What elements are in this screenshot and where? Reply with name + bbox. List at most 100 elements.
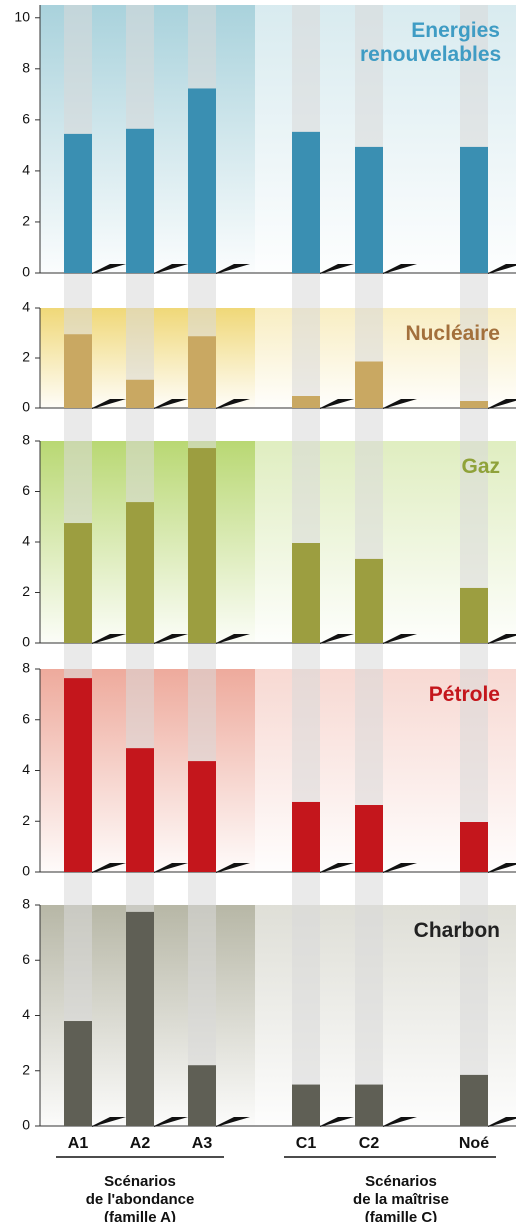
y-tick-label: 8 — [22, 660, 30, 676]
bar-shadow — [383, 634, 417, 644]
bar-shadow — [216, 634, 250, 644]
bar-shadow — [92, 399, 126, 409]
bar-shadow — [383, 399, 417, 409]
bar — [460, 1074, 488, 1126]
panel-title: Charbon — [413, 919, 500, 942]
bar-shadow — [216, 399, 250, 409]
y-tick-label: 8 — [22, 896, 30, 912]
group-label: Scénarios — [365, 1173, 437, 1190]
bar — [126, 379, 154, 408]
bar — [188, 761, 216, 872]
y-tick-label: 2 — [22, 349, 30, 365]
panel-title: Pétrole — [428, 683, 500, 706]
x-tick-label: A3 — [192, 1135, 213, 1152]
bar-shadow — [154, 264, 188, 274]
bar-shadow — [154, 863, 188, 873]
bar-shadow — [383, 264, 417, 274]
y-tick-label: 0 — [22, 399, 30, 415]
bar — [292, 1084, 320, 1126]
bar — [64, 523, 92, 643]
bar — [188, 448, 216, 643]
y-tick-label: 8 — [22, 432, 30, 448]
y-tick-label: 2 — [22, 812, 30, 828]
panel-title: Nucléaire — [405, 322, 500, 345]
bar-shadow — [488, 399, 516, 409]
bar — [460, 587, 488, 643]
bar-shadow — [216, 264, 250, 274]
bar-shadow — [154, 399, 188, 409]
bar — [126, 502, 154, 643]
bar — [355, 361, 383, 408]
bar-shadow — [92, 1117, 126, 1127]
bar-shadow — [383, 1117, 417, 1127]
y-tick-label: 8 — [22, 60, 30, 76]
bar-shadow — [320, 399, 354, 409]
y-tick-label: 6 — [22, 951, 30, 967]
x-tick-label: A1 — [68, 1135, 89, 1152]
bar — [355, 1084, 383, 1126]
bar — [460, 401, 488, 408]
bar — [292, 801, 320, 872]
y-tick-label: 0 — [22, 264, 30, 280]
y-tick-label: 0 — [22, 1117, 30, 1133]
bar-shadow — [154, 1117, 188, 1127]
bar — [355, 558, 383, 643]
bar-shadow — [154, 634, 188, 644]
y-tick-label: 2 — [22, 1061, 30, 1077]
bar — [64, 678, 92, 872]
y-tick-label: 6 — [22, 710, 30, 726]
group-label: (famille C) — [365, 1209, 438, 1222]
bar-shadow — [216, 1117, 250, 1127]
bar — [64, 334, 92, 408]
bar-shadow — [92, 264, 126, 274]
x-tick-label: C1 — [296, 1135, 317, 1152]
group-label: Scénarios — [104, 1173, 176, 1190]
bar — [292, 543, 320, 643]
bar-shadow — [320, 1117, 354, 1127]
bar — [188, 336, 216, 408]
group-label: de la maîtrise — [353, 1191, 449, 1208]
y-tick-label: 4 — [22, 1006, 30, 1022]
y-tick-label: 4 — [22, 162, 30, 178]
bar-shadow — [488, 863, 516, 873]
y-tick-label: 4 — [22, 761, 30, 777]
panel-title: Gaz — [461, 455, 500, 478]
bar-shadow — [488, 634, 516, 644]
bar — [188, 88, 216, 273]
bar-shadow — [216, 863, 250, 873]
bar-shadow — [92, 634, 126, 644]
bar-shadow — [92, 863, 126, 873]
group-label: (famille A) — [104, 1209, 176, 1222]
bar — [64, 1021, 92, 1126]
bar-shadow — [320, 264, 354, 274]
y-tick-label: 0 — [22, 863, 30, 879]
bar-shadow — [320, 634, 354, 644]
bar — [355, 805, 383, 872]
y-tick-label: 10 — [14, 8, 30, 24]
bar-shadow — [320, 863, 354, 873]
bar — [126, 128, 154, 273]
bar-shadow — [383, 863, 417, 873]
bar — [126, 748, 154, 872]
bar-shadow — [488, 1117, 516, 1127]
bar — [460, 822, 488, 872]
bar — [126, 911, 154, 1126]
bar — [292, 131, 320, 273]
bar-shadow — [488, 264, 516, 274]
y-tick-label: 6 — [22, 111, 30, 127]
bar — [188, 1065, 216, 1126]
y-tick-label: 4 — [22, 299, 30, 315]
bar — [292, 396, 320, 408]
x-tick-label: Noé — [459, 1135, 489, 1152]
panel-title: Energies renouvelables — [360, 19, 502, 66]
bar — [355, 146, 383, 273]
bar — [64, 133, 92, 273]
bar — [460, 146, 488, 273]
y-tick-label: 2 — [22, 213, 30, 229]
x-tick-label: C2 — [359, 1135, 380, 1152]
y-tick-label: 4 — [22, 533, 30, 549]
group-label: de l'abondance — [86, 1191, 195, 1208]
y-tick-label: 0 — [22, 634, 30, 650]
y-tick-label: 6 — [22, 482, 30, 498]
